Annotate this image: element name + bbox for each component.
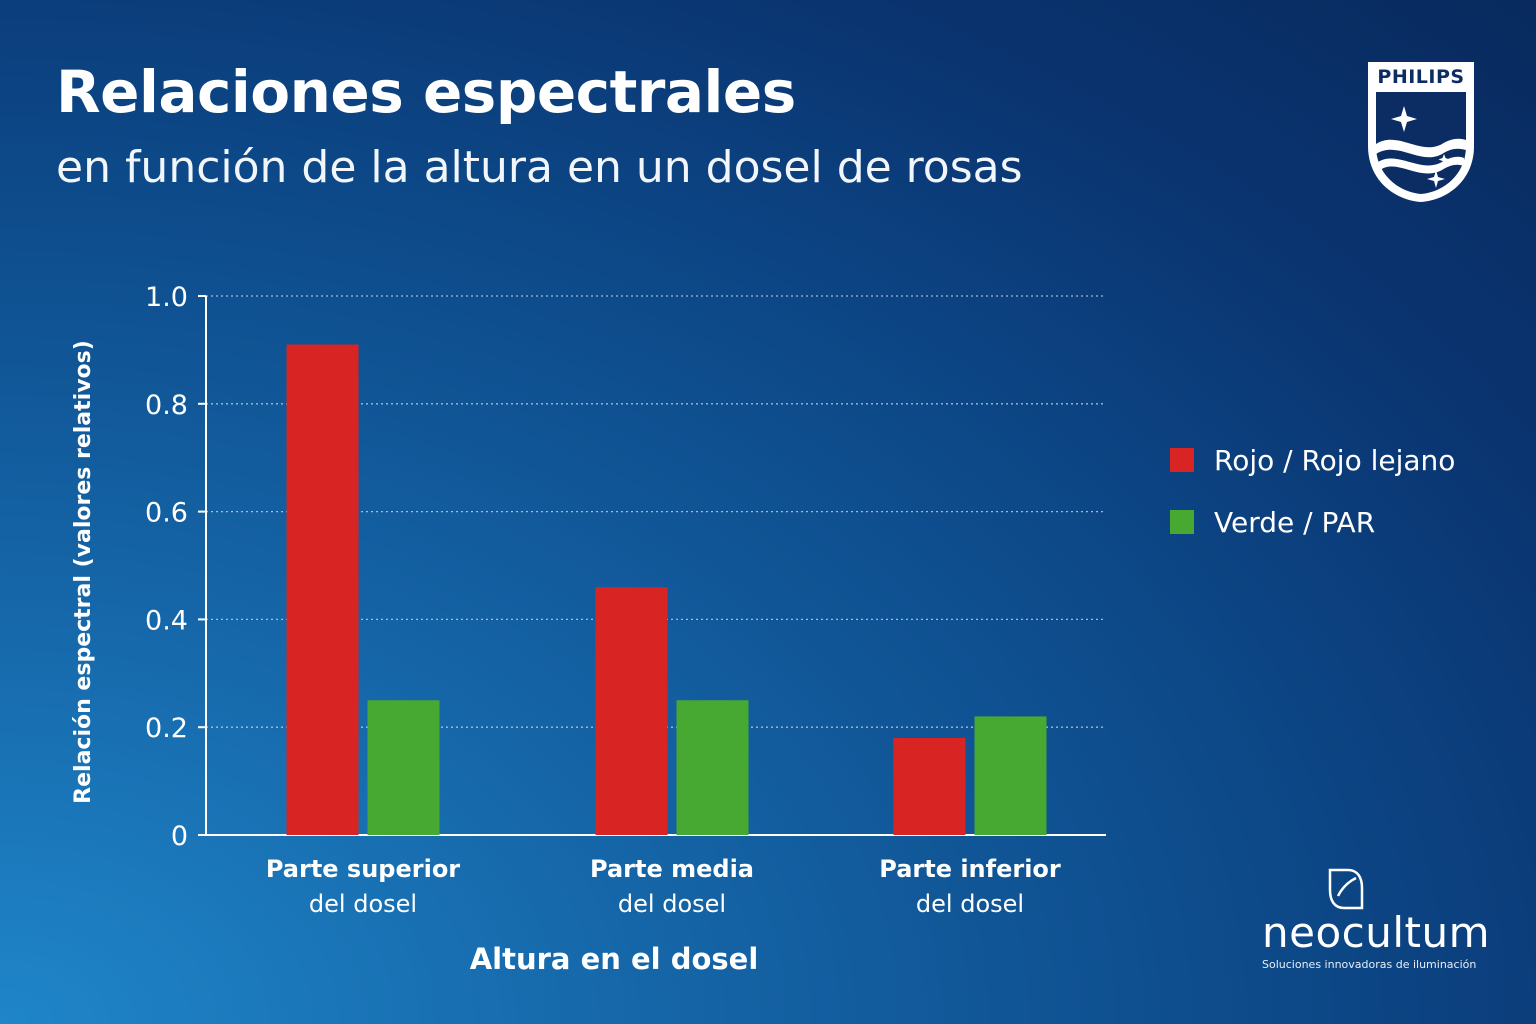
- legend-swatch-red: [1170, 448, 1194, 472]
- y-tick-label: 0.2: [145, 713, 188, 744]
- x-tick-label-sub: del dosel: [618, 890, 726, 918]
- y-tick-label: 1.0: [145, 282, 188, 313]
- chart-subtitle: en función de la altura en un dosel de r…: [56, 142, 1023, 193]
- legend-label-red: Rojo / Rojo lejano: [1214, 443, 1456, 477]
- philips-shield-logo: [1368, 62, 1474, 202]
- y-tick-label: 0.4: [145, 605, 188, 636]
- brand-name: neocultum: [1262, 908, 1491, 957]
- x-tick-label: Parte inferior: [879, 855, 1061, 883]
- bar-green-1: [367, 700, 440, 835]
- x-tick-label-sub: del dosel: [916, 890, 1024, 918]
- legend-label-green: Verde / PAR: [1214, 505, 1376, 539]
- x-tick-label: Parte superior: [266, 855, 460, 883]
- bar-green-3: [974, 716, 1047, 835]
- bar-green-2: [676, 700, 749, 835]
- bar-red-2: [595, 587, 668, 835]
- legend-swatch-green: [1170, 510, 1194, 534]
- y-axis-label: Relación espectral (valores relativos): [71, 340, 96, 804]
- bar-red-1: [286, 344, 359, 835]
- bar-red-3: [893, 737, 966, 835]
- chart-legend: Rojo / Rojo lejano Verde / PAR: [1170, 440, 1455, 564]
- legend-item-green: Verde / PAR: [1170, 502, 1455, 542]
- x-tick-label: Parte media: [590, 855, 754, 883]
- legend-item-red: Rojo / Rojo lejano: [1170, 440, 1455, 480]
- chart-title: Relaciones espectrales: [56, 58, 796, 126]
- leaf-icon: [1328, 868, 1364, 910]
- x-axis-label: Altura en el dosel: [470, 942, 759, 976]
- y-tick-label: 0.6: [145, 498, 188, 529]
- y-tick-label: 0.8: [145, 390, 188, 421]
- x-tick-label-sub: del dosel: [309, 890, 417, 918]
- philips-wordmark: PHILIPS: [1377, 66, 1465, 88]
- brand-tagline: Soluciones innovadoras de iluminación: [1262, 958, 1477, 971]
- y-tick-label: 0: [171, 821, 188, 852]
